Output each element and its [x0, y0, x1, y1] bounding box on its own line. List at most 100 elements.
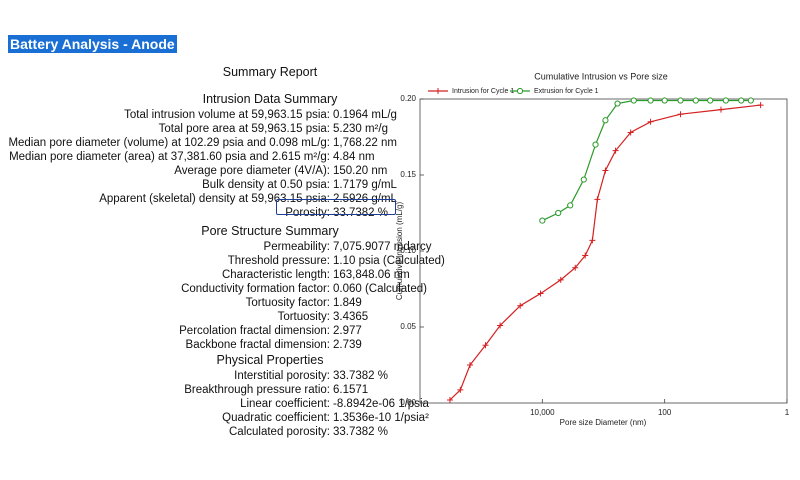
chart-title: Cumulative Intrusion vs Pore size — [534, 71, 668, 81]
row-label: Percolation fractal dimension: — [179, 325, 330, 337]
point — [614, 100, 621, 107]
row-value: 0.060 (Calculated) — [333, 283, 427, 295]
row-value: 150.20 nm — [333, 165, 388, 177]
y-tick-label: 0.00 — [400, 398, 416, 407]
point — [612, 147, 619, 154]
row-value: 1.10 psia (Calculated) — [333, 255, 445, 267]
section-heading: Physical Properties — [216, 353, 324, 367]
row-value: 1.3536e-10 1/psia² — [333, 412, 429, 424]
row-label: Calculated porosity: — [229, 426, 330, 438]
row-value: 2.977 — [333, 325, 362, 337]
legend-marker — [435, 88, 441, 94]
row-value: 33.7382 % — [333, 370, 388, 382]
row-value: 5.230 m²/g — [333, 123, 388, 135]
x-tick-label: 1 — [785, 408, 790, 417]
row-label: Conductivity formation factor: — [181, 283, 330, 295]
y-tick-label: 0.20 — [400, 94, 416, 103]
row-label: Linear coefficient: — [240, 398, 330, 410]
row-label: Threshold pressure: — [227, 255, 330, 267]
page-title: Battery Analysis - Anode — [8, 35, 177, 53]
point — [582, 252, 589, 259]
point — [567, 202, 574, 209]
x-axis-title: Pore size Diameter (nm) — [560, 418, 647, 427]
point — [722, 97, 729, 104]
point — [457, 386, 464, 393]
y-tick-label: 0.10 — [400, 246, 416, 255]
y-tick-label: 0.05 — [400, 322, 416, 331]
point — [594, 196, 601, 203]
point — [539, 217, 546, 224]
legend-label: Intrusion for Cycle 1 — [452, 88, 514, 95]
row-label: Median pore diameter (area) at 37,381.60… — [9, 151, 330, 163]
row-label: Tortuosity factor: — [245, 297, 330, 309]
point — [482, 342, 489, 349]
point — [677, 111, 684, 118]
y-tick-label: 0.15 — [400, 170, 416, 179]
row-label: Apparent (skeletal) density at 59,963.15… — [99, 193, 330, 205]
row-value: 1.7179 g/mL — [333, 179, 397, 191]
row-value: 1.849 — [333, 297, 362, 309]
row-label: Breakthrough pressure ratio: — [184, 384, 330, 396]
row-value: 163,848.06 nm — [333, 269, 410, 281]
row-value: 7,075.9077 mdarcy — [333, 241, 432, 253]
report-title: Summary Report — [222, 65, 318, 79]
point — [572, 264, 579, 271]
row-value: 0.1964 mL/g — [333, 109, 397, 121]
row-label: Permeability: — [263, 241, 330, 253]
row-label: Tortuosity: — [277, 311, 330, 323]
point — [446, 396, 453, 403]
row-value: 1,768.22 nm — [333, 137, 397, 149]
legend-label: Extrusion for Cycle 1 — [534, 88, 599, 95]
row-label: Bulk density at 0.50 psia: — [202, 179, 330, 191]
row-label: Total intrusion volume at 59,963.15 psia… — [124, 109, 330, 121]
row-value: 4.84 nm — [333, 151, 375, 163]
y-axis-title: Cumulative Intrusion (mL/g) — [395, 202, 404, 301]
series-line — [449, 104, 761, 401]
point — [707, 97, 714, 104]
point — [557, 276, 564, 283]
legend-marker — [516, 87, 524, 95]
section-heading: Intrusion Data Summary — [202, 92, 338, 106]
row-value: 33.7382 % — [333, 207, 388, 219]
highlight-box — [276, 199, 396, 215]
row-label: Median pore diameter (volume) at 102.29 … — [8, 137, 330, 149]
row-value: 6.1571 — [333, 384, 369, 396]
point — [677, 97, 684, 104]
row-label: Total pore area at 59,963.15 psia: — [158, 123, 330, 135]
row-value: -8.8942e-06 1/psia — [333, 398, 429, 410]
point — [747, 97, 754, 104]
row-value: 2.739 — [333, 339, 362, 351]
point — [630, 97, 637, 104]
point — [602, 117, 609, 124]
point — [580, 176, 587, 183]
point — [497, 322, 504, 329]
row-label: Quadratic coefficient: — [222, 412, 330, 424]
point — [589, 237, 596, 244]
section-heading: Pore Structure Summary — [201, 224, 339, 238]
point — [467, 362, 474, 368]
x-tick-label: 10,000 — [530, 408, 555, 417]
point — [602, 167, 609, 174]
point — [517, 302, 524, 309]
point — [592, 141, 599, 148]
point — [647, 97, 654, 104]
series-line — [542, 99, 751, 222]
plot-frame — [419, 98, 788, 404]
row-label: Backbone fractal dimension: — [185, 339, 330, 351]
row-label: Porosity: — [285, 207, 330, 219]
point — [627, 129, 634, 136]
point — [692, 97, 699, 104]
row-label: Characteristic length: — [221, 269, 330, 281]
point — [661, 97, 668, 104]
point — [717, 106, 724, 113]
point — [757, 102, 764, 109]
x-tick-label: 100 — [658, 408, 672, 417]
row-label: Average pore diameter (4V/A): — [174, 165, 330, 177]
row-value: 3.4365 — [333, 311, 369, 323]
row-value: 33.7382 % — [333, 426, 388, 438]
point — [537, 290, 544, 297]
point — [647, 118, 654, 125]
row-label: Interstitial porosity: — [234, 370, 330, 382]
